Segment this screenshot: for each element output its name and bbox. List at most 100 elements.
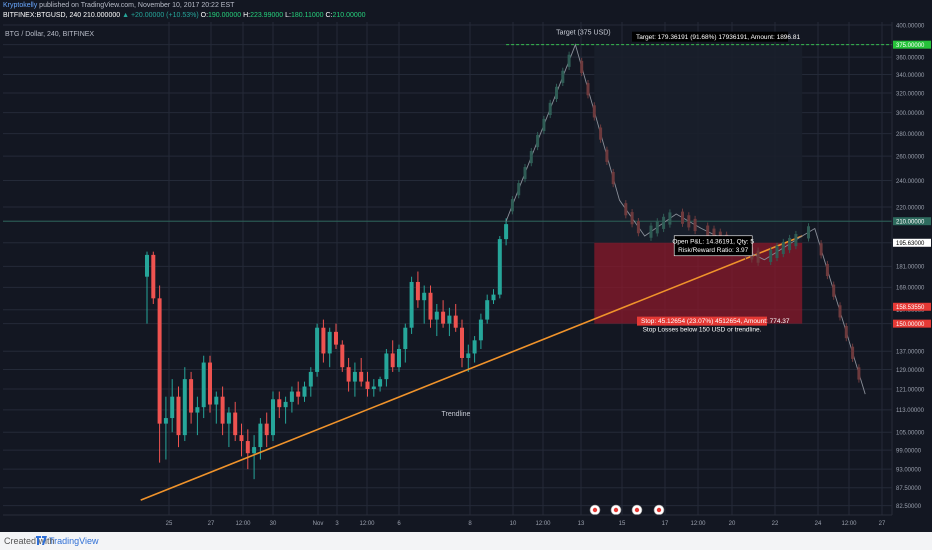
- y-tick-label: 340.00000: [896, 73, 925, 79]
- ghost-candle-body: [712, 228, 716, 241]
- candle-body: [491, 294, 496, 301]
- y-tick-label: 320.00000: [896, 91, 925, 97]
- open-value: 190.00000: [208, 12, 242, 19]
- low-label: L:: [285, 12, 291, 19]
- ghost-candle-body: [599, 127, 603, 140]
- trendline: [140, 235, 803, 501]
- ghost-candle-body: [706, 225, 710, 238]
- candle-body: [378, 379, 383, 387]
- x-tick-label: 24: [815, 521, 822, 527]
- high-label: H:: [243, 12, 251, 19]
- candle-body: [384, 353, 389, 380]
- price-badge-label: 158.53550: [896, 305, 925, 311]
- high-value: 223.99000: [250, 12, 284, 19]
- low-value: 180.11000: [290, 12, 324, 19]
- footer: Created with TradingView: [0, 532, 932, 550]
- candle-body: [397, 349, 401, 368]
- ghost-candle-body: [687, 215, 691, 228]
- candle-body: [315, 327, 320, 372]
- y-tick-label: 195.63000: [896, 241, 925, 247]
- ghost-candle-body: [819, 243, 823, 256]
- candle-body: [233, 412, 238, 436]
- candle-body: [271, 399, 275, 436]
- y-tick-label: 210.00000: [896, 219, 925, 225]
- target-zone: [594, 44, 803, 243]
- author-link[interactable]: Kryptokelly: [3, 2, 38, 9]
- ghost-candle-body: [624, 203, 628, 216]
- stop-note: Stop Losses below 150 USD or trendline.: [643, 327, 762, 334]
- tradingview-link[interactable]: TradingView: [49, 536, 99, 546]
- candle-body: [195, 407, 200, 413]
- candle-body: [422, 292, 427, 301]
- candle-body: [334, 331, 338, 345]
- y-tick-label: 400.00000: [896, 23, 925, 29]
- ghost-candle-body: [681, 211, 684, 224]
- projection-path: [505, 43, 866, 395]
- candle-body: [365, 381, 370, 390]
- ghost-candle-body: [542, 118, 546, 132]
- symbol-label: BTG / Dollar, 240, BITFINEX: [5, 31, 95, 38]
- price-badge: [893, 40, 931, 49]
- event-marker-dot: [634, 507, 640, 513]
- price-chart[interactable]: Target (375 USD) Target: 179.36191 (91.68…: [0, 0, 932, 532]
- candle-body: [145, 254, 149, 277]
- candle-body: [434, 311, 439, 320]
- x-tick-label: 10: [510, 521, 517, 527]
- candle-body: [428, 292, 433, 320]
- x-tick-label: 27: [879, 521, 886, 527]
- x-tick-label: 12:00: [841, 521, 857, 527]
- event-marker-dot: [656, 507, 662, 513]
- candle-body: [346, 367, 351, 382]
- candle-body: [258, 423, 263, 448]
- ghost-candle-body: [844, 325, 848, 339]
- price-change: ▲ +20.00000 (+10.53%): [122, 12, 199, 19]
- y-tick-label: 240.00000: [896, 179, 925, 185]
- candle-body: [277, 399, 282, 408]
- candle-body: [460, 327, 464, 358]
- y-tick-label: 260.00000: [896, 154, 925, 160]
- candle-body: [415, 281, 420, 301]
- x-tick-label: 13: [578, 521, 585, 527]
- candle-body: [359, 371, 364, 382]
- candle-body: [163, 418, 168, 424]
- y-tick-label: 87.50000: [896, 486, 922, 492]
- ghost-candle-body: [857, 367, 861, 380]
- candle-body: [226, 412, 231, 424]
- candle-body: [214, 396, 219, 405]
- y-tick-label: 137.00000: [896, 350, 925, 356]
- x-tick-label: 3: [335, 521, 339, 527]
- candle-body: [201, 362, 206, 408]
- candle-body: [504, 224, 509, 240]
- x-tick-label: 12:00: [235, 521, 251, 527]
- last-price: 210.000000: [83, 12, 121, 19]
- candle-body: [371, 386, 376, 390]
- candle-body: [245, 441, 250, 454]
- event-marker-dot: [592, 507, 598, 513]
- target-annotation: Target (375 USD): [556, 30, 610, 37]
- candle-body: [220, 396, 225, 424]
- y-tick-label: 129.00000: [896, 368, 925, 374]
- close-value: 210.00000: [332, 12, 366, 19]
- candle-body: [403, 327, 408, 350]
- candle-body: [252, 447, 257, 454]
- created-with-text: Created with: [4, 536, 55, 546]
- ghost-candle-body: [592, 105, 596, 118]
- x-tick-label: 12:00: [690, 521, 706, 527]
- ghost-candle-body: [794, 233, 798, 247]
- y-tick-label: 157.00000: [896, 308, 925, 314]
- candle-body: [182, 379, 187, 436]
- candle-body: [302, 386, 307, 397]
- target-stats: Target: 179.36191 (91.68%) 17936191, Amo…: [636, 34, 800, 41]
- risk-reward: Risk/Reward Ratio: 3.97: [678, 247, 748, 254]
- ghost-candle-body: [649, 225, 653, 238]
- ghost-candle-body: [605, 149, 609, 162]
- x-tick-label: 27: [208, 521, 215, 527]
- candle-body: [447, 315, 452, 324]
- candle-body: [390, 353, 395, 368]
- ghost-candle-body: [807, 226, 810, 239]
- y-tick-label: 181.00000: [896, 265, 925, 271]
- publish-text: published on TradingView.com, November 1…: [37, 2, 235, 9]
- y-tick-label: 360.00000: [896, 55, 925, 61]
- candle-body: [283, 401, 288, 408]
- candle-body: [264, 423, 269, 436]
